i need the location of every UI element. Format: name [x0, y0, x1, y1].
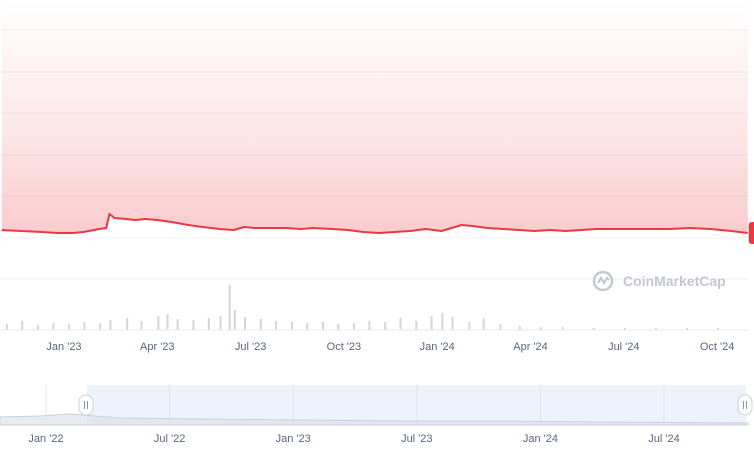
navigator-tick-label: Jan '22 [28, 433, 63, 445]
navigator-tick-label: Jul '23 [401, 433, 432, 445]
volume-bar-34 [482, 318, 485, 330]
volume-bar-40 [623, 328, 626, 330]
x-tick-label: Apr '24 [513, 341, 548, 353]
volume-bar-31 [441, 313, 444, 330]
navigator-left-handle[interactable] [78, 394, 94, 416]
navigator-tick-label: Jan '23 [276, 433, 311, 445]
volume-bar-8 [126, 318, 129, 330]
navigator-tick-label: Jul '24 [648, 433, 679, 445]
volume-bar-9 [140, 321, 143, 330]
volume-bar-4 [68, 324, 71, 330]
volume-bar-36 [518, 326, 521, 330]
volume-bar-25 [353, 323, 356, 330]
x-tick-label: Jul '24 [608, 341, 639, 353]
volume-bar-24 [337, 324, 340, 330]
volume-bar-22 [306, 323, 309, 330]
volume-bar-2 [37, 325, 39, 330]
volume-bar-27 [384, 322, 387, 330]
volume-bar-5 [83, 322, 86, 330]
volume-bar-43 [717, 328, 720, 330]
volume-bar-20 [275, 321, 278, 330]
volume-bar-29 [415, 321, 418, 330]
chart-watermark: CoinMarketCap [623, 273, 726, 289]
volume-bar-7 [109, 320, 112, 330]
navigator-tick-label: Jan '24 [523, 433, 558, 445]
volume-bar-13 [192, 320, 195, 330]
volume-bar-17 [233, 310, 236, 330]
volume-bar-1 [21, 321, 24, 330]
volume-bar-12 [176, 319, 179, 330]
x-tick-label: Jan '23 [46, 341, 81, 353]
volume-bar-11 [166, 314, 169, 330]
volume-bar-42 [686, 328, 688, 330]
volume-bar-39 [592, 328, 595, 330]
volume-bar-33 [468, 322, 471, 330]
volume-bar-32 [451, 317, 454, 330]
volume-bar-14 [207, 318, 210, 330]
x-tick-label: Oct '24 [700, 341, 735, 353]
volume-bar-15 [219, 316, 222, 330]
volume-bar-18 [244, 317, 246, 330]
navigator-right-handle[interactable] [737, 394, 753, 416]
x-tick-label: Jul '23 [235, 341, 266, 353]
price-line [1, 213, 748, 234]
volume-bar-37 [539, 327, 542, 330]
navigator-series [0, 413, 749, 426]
volume-bar-16 [228, 285, 231, 330]
volume-bar-3 [52, 323, 55, 330]
price-area [1, 0, 748, 233]
volume-bar-38 [561, 327, 564, 330]
volume-bar-35 [499, 324, 502, 330]
x-tick-label: Oct '23 [327, 341, 362, 353]
volume-bar-6 [99, 323, 102, 330]
volume-bar-10 [157, 316, 160, 330]
volume-bar-26 [368, 321, 371, 330]
coinmarketcap-logo-icon [592, 270, 614, 292]
volume-bar-23 [322, 322, 324, 330]
volume-bar-30 [430, 316, 433, 330]
volume-bar-28 [399, 318, 402, 330]
volume-bar-21 [290, 322, 293, 330]
volume-bar-41 [654, 328, 657, 330]
x-tick-label: Apr '23 [140, 341, 175, 353]
volume-bar-19 [259, 319, 262, 330]
current-price-marker [748, 222, 754, 244]
navigator-tick-label: Jul '22 [154, 433, 185, 445]
volume-bar-0 [5, 324, 8, 330]
x-tick-label: Jan '24 [420, 341, 455, 353]
